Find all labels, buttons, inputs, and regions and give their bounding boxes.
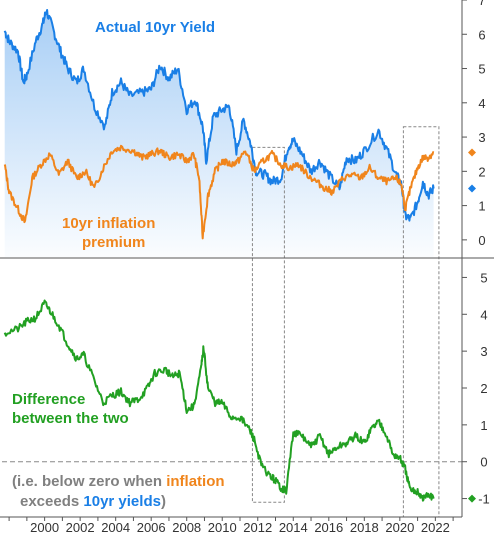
top-panel: Actual 10yr Yield 10yr inflation premium — [3, 9, 440, 518]
note-part-e: ) — [161, 493, 166, 510]
top-y-tick-label: 1 — [478, 199, 485, 214]
yield-label: Actual 10yr Yield — [95, 19, 215, 36]
difference-label-line2: between the two — [12, 410, 129, 427]
end-markers — [468, 148, 476, 503]
top-y-tick-label: 0 — [478, 233, 485, 248]
top-y-tick-label: 2 — [478, 164, 485, 179]
bottom-y-tick-label: 5 — [480, 270, 487, 285]
top-y-tick-label: 5 — [478, 62, 485, 77]
note-line1: (i.e. below zero when inflation — [12, 473, 225, 490]
top-y-tick-label: 3 — [478, 130, 485, 145]
bottom-y-tick-label: 4 — [480, 307, 487, 322]
x-tick-label: 2002 — [66, 520, 95, 535]
x-tick-label: 2020 — [385, 520, 414, 535]
note-part-b: inflation — [166, 473, 224, 490]
note-line2: exceeds 10yr yields) — [20, 493, 166, 510]
x-tick-label: 2006 — [137, 520, 166, 535]
highlight-boxes — [251, 126, 440, 518]
x-tick-label: 2014 — [279, 520, 308, 535]
inflation-label-line2: premium — [82, 234, 145, 251]
note-part-c: exceeds — [20, 493, 83, 510]
top-y-tick-label: 6 — [478, 27, 485, 42]
x-tick-label: 2012 — [243, 520, 272, 535]
top-y-tick-label: 4 — [478, 96, 485, 111]
note-part-d: 10yr yields — [83, 493, 161, 510]
inflation-label-line1: 10yr inflation — [62, 215, 155, 232]
bottom-y-tick-label: 3 — [480, 344, 487, 359]
x-tick-label: 2010 — [208, 520, 237, 535]
difference-series-line — [3, 299, 435, 502]
x-tick-label: 2004 — [101, 520, 130, 535]
bottom-panel: Difference between the two (i.e. below z… — [2, 299, 462, 510]
end-marker-diamond — [468, 148, 476, 157]
difference-label-line1: Difference — [12, 391, 85, 408]
bottom-y-tick-label: 1 — [480, 418, 487, 433]
yield-series-line — [3, 9, 435, 222]
highlight-box-1 — [251, 146, 285, 503]
x-tick-label: 2018 — [350, 520, 379, 535]
note-part-a: (i.e. below zero when — [12, 473, 166, 490]
bottom-y-tick-label: 0 — [480, 455, 487, 470]
inflation-series-line — [3, 144, 435, 240]
yield-area-fill — [4, 10, 434, 257]
bottom-y-tick-label: -1 — [478, 492, 490, 507]
end-marker-diamond — [468, 494, 476, 503]
x-tick-label: 2016 — [314, 520, 343, 535]
highlight-box-2 — [402, 126, 440, 518]
bottom-y-tick-label: 2 — [480, 381, 487, 396]
x-tick-label: 2000 — [30, 520, 59, 535]
top-y-tick-label: 7 — [478, 0, 485, 8]
x-tick-label: 2008 — [172, 520, 201, 535]
end-marker-diamond — [468, 184, 476, 193]
x-tick-label: 2022 — [421, 520, 450, 535]
